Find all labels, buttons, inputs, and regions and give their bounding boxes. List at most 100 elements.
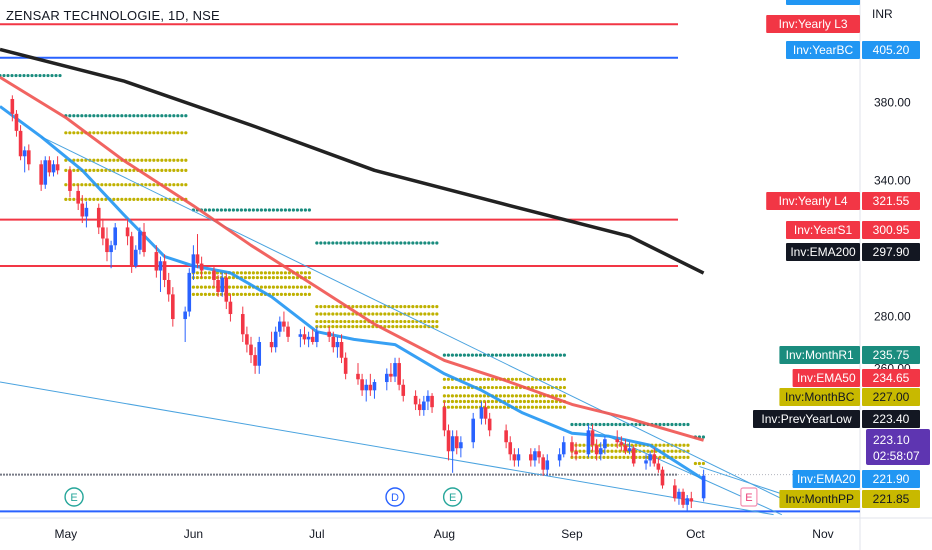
pivot-dot: [423, 241, 427, 245]
pivot-dot: [335, 312, 339, 316]
pivot-dot: [92, 158, 96, 162]
price-badge-yearpp[interactable]: Inv:YearPP: [786, 0, 860, 5]
pivot-dot: [168, 114, 172, 118]
pivot-dot: [411, 325, 415, 329]
symbol-title[interactable]: ZENSAR TECHNOLOGIE, 1D, NSE: [6, 8, 220, 23]
pivot-dot: [510, 385, 515, 390]
candle-body: [282, 321, 286, 327]
pivot-dot: [658, 443, 662, 447]
price-badge-ema20[interactable]: Inv:EMA20 221.90: [792, 470, 920, 488]
event-marker-e[interactable]: E: [64, 487, 84, 507]
price-badge-prevyearlow[interactable]: Inv:PrevYearLow 223.40: [753, 410, 920, 428]
pivot-dot: [203, 276, 207, 280]
pivot-dot: [184, 114, 188, 118]
pivot-dot: [80, 114, 84, 118]
pivot-dot: [395, 304, 399, 309]
pivot-dot: [267, 285, 271, 289]
pivot-dot: [203, 285, 207, 289]
pivot-dot: [383, 325, 387, 329]
pivot-dot: [132, 158, 136, 162]
pivot-dot: [84, 114, 88, 118]
pivot-dot: [207, 276, 211, 280]
price-badge-monthpp[interactable]: Inv:MonthPP 221.85: [779, 490, 920, 508]
pivot-dot: [104, 158, 108, 162]
candle-body: [269, 342, 274, 348]
pivot-dot: [506, 353, 511, 357]
pivot-dot: [283, 292, 287, 296]
pivot-dot: [207, 285, 211, 289]
pivot-dot: [682, 455, 686, 459]
pivot-dot: [156, 158, 160, 162]
pivot-dot: [538, 399, 543, 404]
pivot-dot: [578, 449, 582, 453]
pivot-dot: [84, 158, 88, 162]
pivot-dot: [415, 325, 419, 329]
price-badge-name: Inv:Yearly L3: [779, 17, 848, 31]
pivot-dot: [522, 405, 527, 409]
pivot-dot: [64, 183, 68, 187]
pivot-dot: [172, 158, 176, 162]
pivot-dot: [255, 271, 259, 275]
pivot-dot: [42, 73, 46, 78]
price-badge-yearly-l3[interactable]: Inv:Yearly L3: [766, 15, 860, 33]
pivot-dot: [431, 319, 435, 324]
pivot-dot: [128, 168, 132, 172]
pivot-dot: [686, 443, 690, 447]
price-badge-name: Inv:YearPP: [793, 0, 853, 3]
candle-body: [417, 404, 422, 411]
pivot-dot: [450, 405, 455, 409]
pivot-dot: [339, 312, 343, 316]
pivot-dot: [678, 443, 682, 447]
price-badge-ema50[interactable]: Inv:EMA50 234.65: [792, 369, 920, 387]
pivot-dot: [291, 292, 295, 296]
event-marker-circle: [442, 487, 463, 507]
event-marker-e[interactable]: E: [740, 487, 758, 507]
pivot-dot: [562, 353, 567, 357]
event-marker-e[interactable]: E: [442, 487, 463, 507]
last-price-bg: [866, 429, 930, 465]
price-badge-name-bg: [779, 388, 860, 406]
last-price-badge[interactable]: 223.10 02:58:07: [866, 429, 930, 465]
price-badge-years1[interactable]: Inv:YearS1 300.95: [786, 221, 920, 239]
candle-body: [673, 485, 677, 499]
pivot-dot: [554, 353, 559, 357]
pivot-dot: [331, 312, 335, 316]
pivot-dot: [494, 399, 499, 404]
pivot-dot: [235, 271, 239, 275]
pivot-dot: [319, 312, 323, 316]
pivot-dot: [558, 377, 563, 381]
pivot-dot: [22, 73, 26, 78]
pivot-dot: [395, 319, 399, 324]
pivot-dot: [275, 276, 279, 280]
pivot-dot: [327, 312, 331, 316]
pivot-dot: [207, 271, 211, 275]
pivot-dot: [419, 312, 423, 316]
price-badge-name: Inv:MonthBC: [785, 390, 855, 404]
price-badge-yearbc[interactable]: Inv:YearBC 405.20: [786, 41, 920, 59]
candle-body: [286, 326, 290, 337]
price-badge-value: 321.55: [873, 194, 910, 208]
pivot-dot: [582, 422, 586, 427]
price-badge-yearly-l4[interactable]: Inv:Yearly L4 321.55: [766, 192, 920, 210]
pivot-dot: [315, 312, 319, 316]
pivot-dot: [383, 319, 387, 324]
candle-body: [627, 448, 632, 452]
pivot-dot: [435, 325, 439, 329]
price-badge-name-bg: [792, 470, 860, 488]
candle-body: [603, 439, 607, 449]
price-badge-ema200[interactable]: Inv:EMA200 297.90: [786, 243, 920, 261]
pivot-dot: [72, 131, 76, 135]
price-badge-monthr1[interactable]: Inv:MonthR1 235.75: [779, 346, 920, 364]
pivot-dot: [176, 168, 180, 172]
pivot-dot: [203, 271, 207, 275]
pivot-dot: [582, 455, 586, 459]
price-badge-monthbc[interactable]: Inv:MonthBC 227.00: [779, 388, 920, 406]
pivot-dot: [411, 312, 415, 316]
pivot-dot: [562, 394, 567, 398]
pivot-dot: [462, 399, 467, 404]
candle-body: [454, 436, 459, 449]
pivot-dot: [678, 455, 682, 459]
pivot-dot: [383, 304, 387, 309]
event-marker-d[interactable]: D: [385, 487, 405, 507]
